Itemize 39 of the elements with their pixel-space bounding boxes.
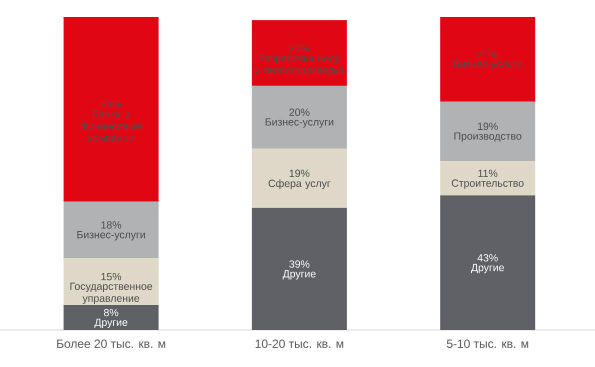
annotation: Другие xyxy=(94,318,128,328)
annotation: Разработка недр и геологоразведка xyxy=(255,54,344,76)
bar xyxy=(440,16,536,102)
bar xyxy=(440,102,536,161)
annotation: Другие xyxy=(282,270,316,280)
data-label: 43% xyxy=(477,254,498,262)
data-label: 21% xyxy=(289,44,310,52)
data-label: 19% xyxy=(290,170,310,177)
bar xyxy=(440,195,536,330)
bar xyxy=(64,258,159,305)
bar xyxy=(252,20,347,86)
data-label: 18% xyxy=(101,221,122,229)
annotation: Сфера услуг xyxy=(268,179,330,190)
data-label: 15% xyxy=(101,272,122,280)
annotation: Государственное управление xyxy=(70,282,152,304)
annotation: Бизнес-услуги xyxy=(454,60,522,70)
data-label: 59% xyxy=(101,100,122,108)
bar xyxy=(252,148,347,208)
annotation: Другие xyxy=(471,264,504,274)
bar xyxy=(64,16,159,202)
data-label: 19% xyxy=(478,122,498,130)
annotation: Бизнес-услуги xyxy=(266,118,334,128)
bar xyxy=(440,160,536,196)
annotation: Банки и Финансовые компании xyxy=(81,110,142,142)
bar xyxy=(64,304,159,330)
bar xyxy=(252,208,347,330)
annotation: Бизнес-услуги xyxy=(77,231,145,240)
data-label: 27% xyxy=(478,50,498,58)
annotation: Строительство xyxy=(452,179,524,189)
annotation: Производство xyxy=(454,132,522,142)
bar xyxy=(252,86,347,148)
data-label: 39% xyxy=(289,260,310,268)
data-label: 11% xyxy=(478,170,498,177)
bar xyxy=(64,202,159,258)
x-tick-label: 10-20 тыс. кв. м xyxy=(256,340,344,348)
data-label: 20% xyxy=(289,108,310,116)
data-label: 8% xyxy=(104,308,118,316)
x-tick-label: 5-10 тыс. кв. м xyxy=(446,340,528,348)
x-tick-label: Более 20 тыс. кв. м xyxy=(57,340,166,348)
